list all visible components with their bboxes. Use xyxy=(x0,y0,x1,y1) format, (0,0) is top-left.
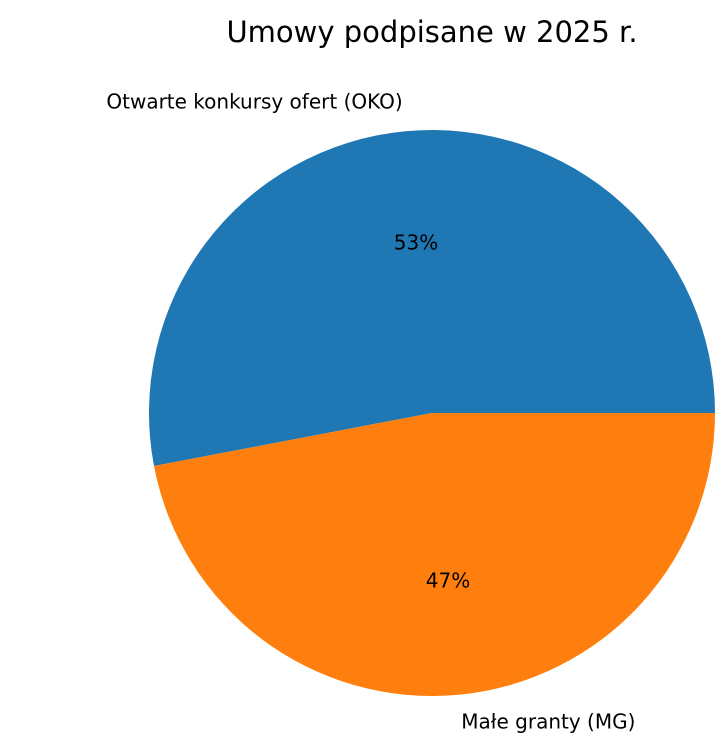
slice-label-mg: Małe granty (MG) xyxy=(461,709,635,733)
slice-percent-oko: 53% xyxy=(394,231,438,255)
pie-labels: Otwarte konkursy ofert (OKO) 53% Małe gran… xyxy=(106,90,635,734)
slice-label-oko: Otwarte konkursy ofert (OKO) xyxy=(106,90,402,114)
pie-slices xyxy=(149,130,715,697)
pie-slice-mg xyxy=(154,413,715,697)
pie-slice-oko xyxy=(149,130,715,467)
chart-title: Umowy podpisane w 2025 r. xyxy=(226,15,637,49)
slice-percent-mg: 47% xyxy=(426,569,470,593)
